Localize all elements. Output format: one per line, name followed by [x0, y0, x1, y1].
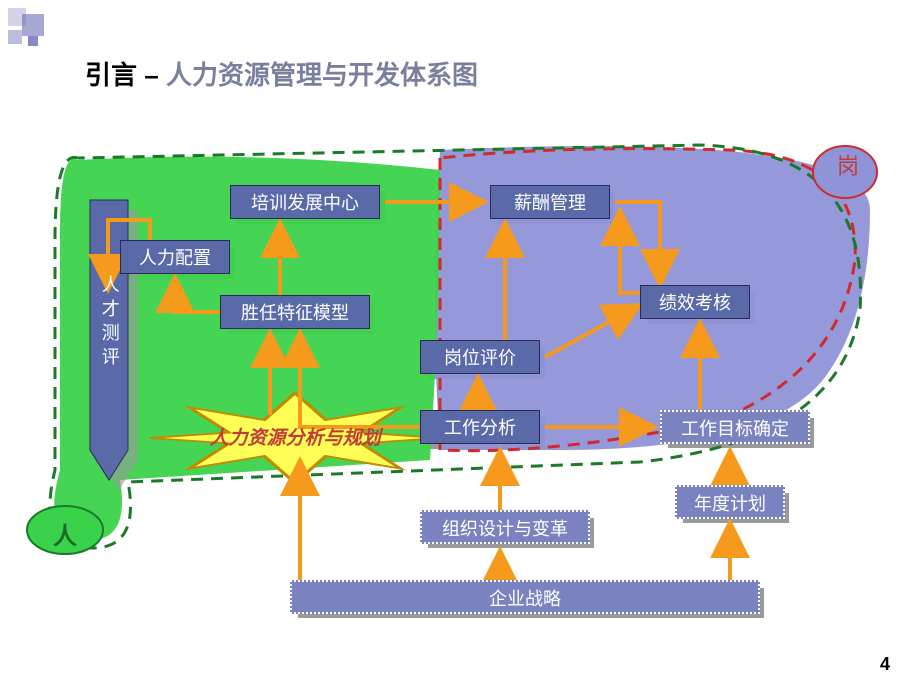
node-label: 薪酬管理: [514, 193, 586, 213]
node-hr-planning: 人力资源分析与规划: [180, 423, 410, 450]
callout-post: 岗: [830, 154, 862, 176]
title-lead: 引言: [85, 60, 137, 90]
node-label: 工作分析: [444, 418, 516, 438]
title-sub: 人力资源管理与开发体系图: [166, 60, 478, 90]
node-talent-assess: 人才测评: [90, 275, 128, 377]
node-hr-config: 人力配置: [120, 240, 230, 274]
node-job-analysis: 工作分析: [420, 410, 540, 444]
node-org-design: 组织设计与变革: [420, 510, 590, 544]
callout-person: 人: [40, 516, 90, 551]
node-label: 企业战略: [489, 589, 561, 609]
page-number: 4: [880, 654, 890, 675]
node-annual-plan: 年度计划: [675, 485, 785, 519]
node-job-eval: 岗位评价: [420, 340, 540, 374]
hr-planning-label: 人力资源分析与规划: [209, 428, 380, 449]
node-training: 培训发展中心: [230, 185, 380, 219]
node-label: 年度计划: [694, 494, 766, 514]
node-competency: 胜任特征模型: [220, 295, 370, 329]
node-perf-appraisal: 绩效考核: [640, 285, 750, 319]
node-label: 组织设计与变革: [442, 519, 568, 539]
node-label: 绩效考核: [659, 293, 731, 313]
node-label: 工作目标确定: [681, 419, 789, 439]
node-label: 人力配置: [139, 248, 211, 268]
node-work-target: 工作目标确定: [660, 410, 810, 444]
node-strategy: 企业战略: [290, 580, 760, 614]
talent-assess-label: 人才测评: [97, 275, 120, 371]
corner-decoration: [0, 0, 60, 60]
node-compensation: 薪酬管理: [490, 185, 610, 219]
node-label: 培训发展中心: [251, 193, 359, 213]
page-title: 引言 – 人力资源管理与开发体系图: [85, 55, 478, 92]
node-label: 岗位评价: [444, 348, 516, 368]
diagram-canvas: 人才测评 培训发展中心 薪酬管理人力配置胜任特征模型 绩效考核岗位评价工作分析 工作目…: [0, 110, 920, 670]
node-label: 胜任特征模型: [241, 303, 349, 323]
title-dash: –: [144, 60, 158, 90]
